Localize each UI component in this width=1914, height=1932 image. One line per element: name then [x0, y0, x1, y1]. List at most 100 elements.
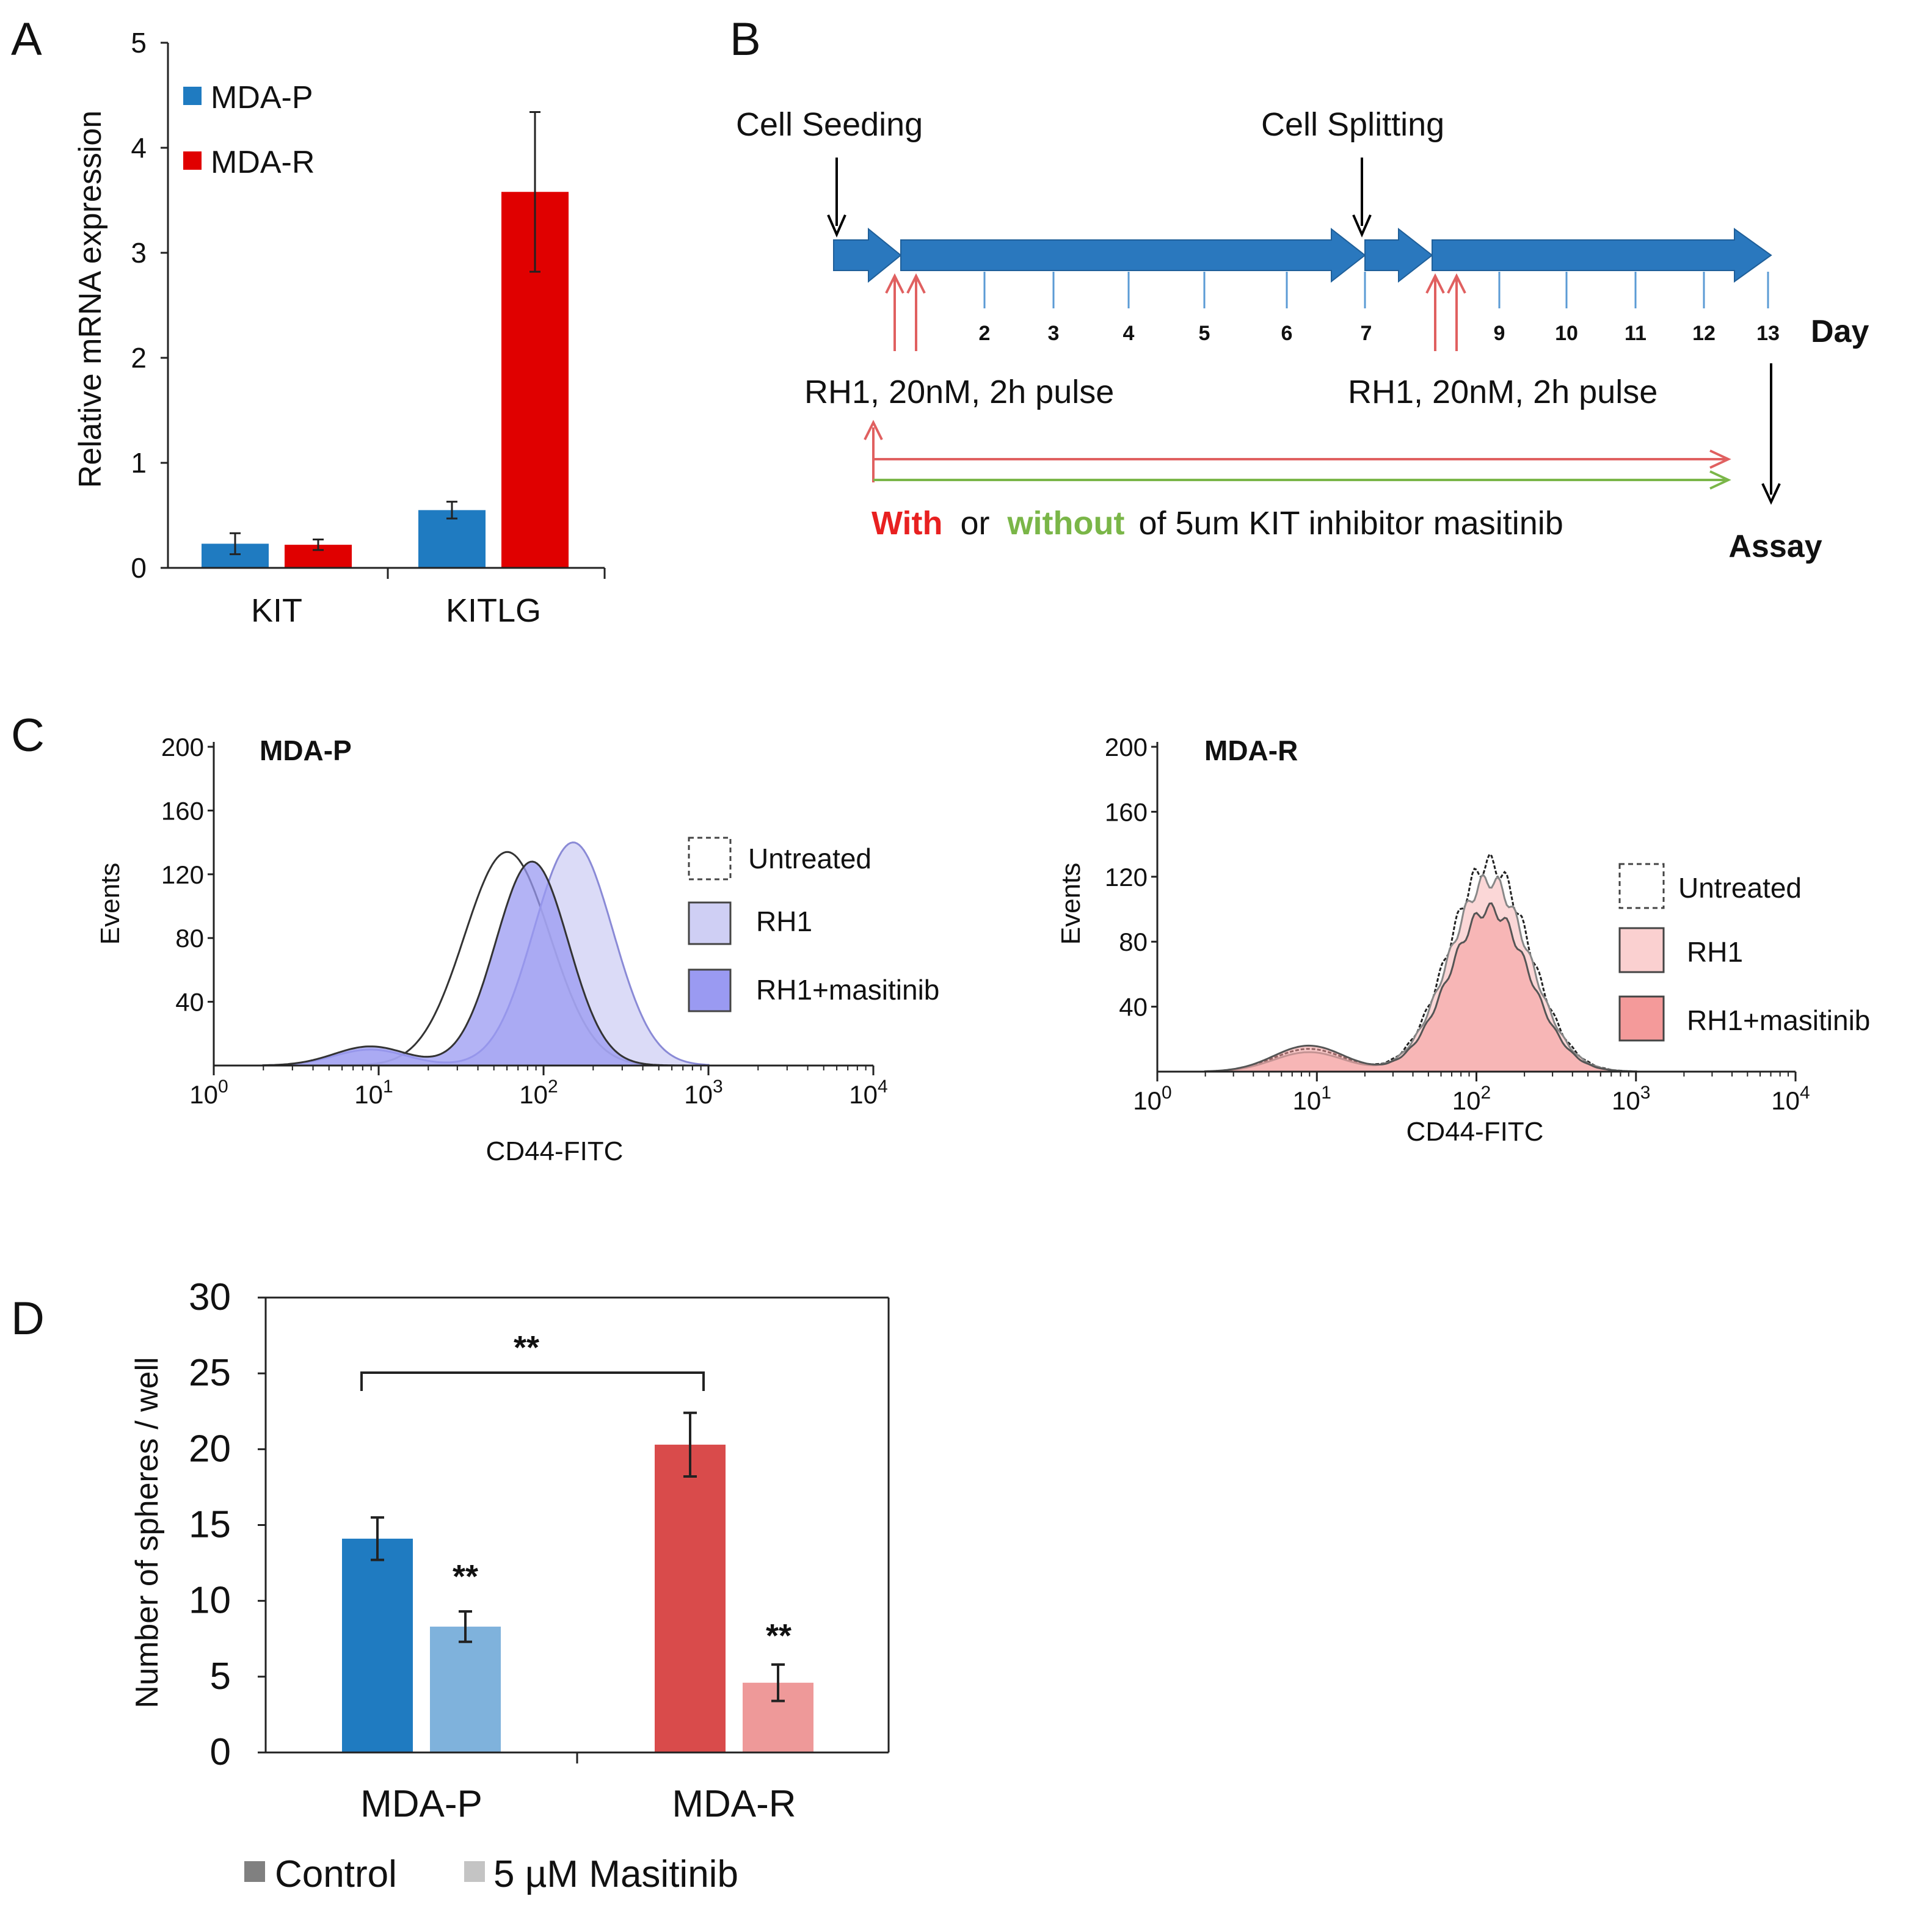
legend-label-untreated: Untreated	[748, 843, 871, 874]
panel-d-legend: Control 5 µM Masitinib	[244, 1853, 738, 1895]
panel-a-y-tick-label: 0	[131, 552, 147, 584]
assay-arrow-icon	[1761, 363, 1781, 505]
day-tick-3: 3	[1048, 322, 1060, 345]
legend-swatch-mda-r	[183, 151, 202, 170]
histogram-curve-rh1-masitinib	[1204, 902, 1637, 1073]
day-tick-10: 10	[1555, 322, 1578, 345]
panel-a-y-tick-label: 5	[131, 27, 147, 59]
day-tick-11: 11	[1625, 322, 1647, 345]
timeline-arrow-3	[1364, 227, 1433, 283]
legend-swatch-control	[244, 1861, 265, 1882]
panel-a-bar	[418, 510, 486, 568]
histogram-x-tick-base: 10	[189, 1080, 218, 1109]
significance-bracket-label: **	[514, 1329, 539, 1366]
histogram-y-title-mda-r: Events	[1056, 863, 1086, 945]
histogram-x-tick-exponent: 2	[1481, 1083, 1491, 1103]
histogram-x-tick-label: 100	[189, 1077, 228, 1109]
significance-masitinib-p: **	[453, 1558, 478, 1595]
panel-letter-a: A	[11, 13, 42, 65]
panel-d-y-tick-label: 30	[189, 1276, 231, 1318]
treatment-caption: With or without of 5um KIT inhibitor mas…	[871, 505, 1563, 542]
panel-d-bar-chart: D Number of spheres / well 051015202530 …	[11, 1276, 890, 1895]
histogram-y-tick-label: 80	[1119, 928, 1148, 956]
histogram-x-tick-base: 10	[1133, 1086, 1162, 1115]
legend-swatch-untreated	[688, 837, 732, 881]
pulse-label-1: RH1, 20nM, 2h pulse	[804, 374, 1114, 410]
histogram-x-tick-base: 10	[1612, 1086, 1640, 1115]
legend-label-control: Control	[275, 1853, 397, 1895]
histogram-title-mda-r: MDA-R	[1204, 735, 1298, 766]
panel-d-bar	[430, 1626, 501, 1752]
significance-bracket	[360, 1371, 705, 1391]
cell-seeding-label: Cell Seeding	[736, 106, 923, 143]
panel-d-bar	[342, 1538, 413, 1752]
histogram-y-tick-label: 40	[1119, 993, 1148, 1022]
legend-label-rh1-masitinib-r: RH1+masitinib	[1687, 1004, 1870, 1036]
histogram-title-mda-p: MDA-P	[260, 735, 352, 766]
panel-d-y-axis-title: Number of spheres / well	[129, 1357, 165, 1708]
splitting-arrow-icon	[1352, 158, 1372, 238]
histogram-y-tick-label: 120	[1105, 863, 1148, 892]
histogram-curve-rh1-masitinib	[262, 860, 708, 1067]
day-tick-marks	[983, 272, 1769, 308]
legend-swatch-mda-p	[183, 87, 202, 105]
histogram-x-title-mda-p: CD44-FITC	[486, 1136, 624, 1166]
histogram-x-tick-label: 104	[1771, 1083, 1810, 1115]
histogram-x-tick-label: 100	[1133, 1083, 1171, 1115]
legend-label-rh1: RH1	[756, 906, 812, 937]
timeline-arrow-1	[833, 227, 902, 283]
legend-label-mda-r: MDA-R	[211, 145, 315, 180]
panel-d-y-tick-label: 0	[210, 1731, 231, 1773]
histogram-legend-mda-r: Untreated RH1 RH1+masitinib	[1618, 863, 1870, 1042]
histogram-x-tick-label: 102	[519, 1077, 558, 1109]
histogram-x-tick-exponent: 3	[713, 1077, 723, 1097]
histogram-x-tick-exponent: 2	[548, 1077, 558, 1097]
panel-a-category-kitlg: KITLG	[446, 592, 541, 629]
or-word: or	[960, 505, 989, 542]
legend-label-mda-p: MDA-P	[211, 80, 313, 115]
day-tick-13: 13	[1756, 322, 1780, 345]
panel-a-bar-chart: A Relative mRNA expression 0 1 2 3 4 5 KIT KI…	[11, 13, 606, 629]
with-word: With	[871, 505, 942, 542]
day-tick-5: 5	[1199, 322, 1210, 345]
histogram-y-ticks-mda-r: 200 160 120 80 40	[1105, 733, 1157, 1022]
day-tick-2: 2	[979, 322, 991, 345]
histogram-x-tick-exponent: 1	[1321, 1083, 1331, 1103]
panel-a-legend: MDA-P MDA-R	[183, 80, 315, 180]
day-tick-12: 12	[1692, 322, 1716, 345]
histogram-x-tick-label: 101	[354, 1077, 393, 1109]
pulse-arrows-icon	[885, 273, 1466, 351]
panel-a-y-ticks: 0 1 2 3 4 5	[131, 27, 168, 584]
histogram-x-tick-base: 10	[1452, 1086, 1481, 1115]
histogram-y-tick-label: 200	[161, 733, 204, 761]
panel-d-y-tick-label: 15	[189, 1504, 231, 1546]
legend-label-masitinib: 5 µM Masitinib	[493, 1853, 738, 1895]
panel-letter-d: D	[11, 1293, 45, 1345]
histogram-y-ticks-mda-p: 200 160 120 80 40	[161, 733, 214, 1017]
panel-letter-b: B	[730, 13, 761, 65]
day-tick-6: 6	[1281, 322, 1293, 345]
legend-swatch-masitinib	[464, 1861, 485, 1882]
assay-label: Assay	[1728, 529, 1822, 564]
panel-a-y-tick-label: 4	[131, 132, 147, 164]
treatment-rest-text: of 5um KIT inhibitor masitinib	[1138, 505, 1563, 542]
panel-a-category-kit: KIT	[251, 592, 302, 629]
panel-letter-c: C	[11, 710, 45, 761]
seeding-arrow-icon	[827, 158, 846, 238]
panel-d-y-ticks: 0 5 10 15 20 25 30	[189, 1276, 266, 1773]
legend-label-rh1-masitinib: RH1+masitinib	[756, 974, 939, 1006]
timeline-arrow-2	[900, 227, 1366, 283]
histogram-x-tick-exponent: 0	[218, 1077, 228, 1097]
panel-d-y-tick-label: 5	[210, 1655, 231, 1698]
histogram-x-tick-base: 10	[1293, 1086, 1322, 1115]
panel-a-y-tick-label: 3	[131, 237, 147, 269]
histogram-x-tick-exponent: 1	[383, 1077, 393, 1097]
histogram-x-ticks-mda-r: 100 101 102 103 104	[1133, 1072, 1810, 1115]
legend-swatch-untreated-r	[1618, 863, 1665, 909]
histogram-curves-mda-r	[1204, 852, 1637, 1073]
panel-a-bars	[202, 111, 569, 568]
legend-swatch-rh1-r	[1618, 927, 1665, 973]
